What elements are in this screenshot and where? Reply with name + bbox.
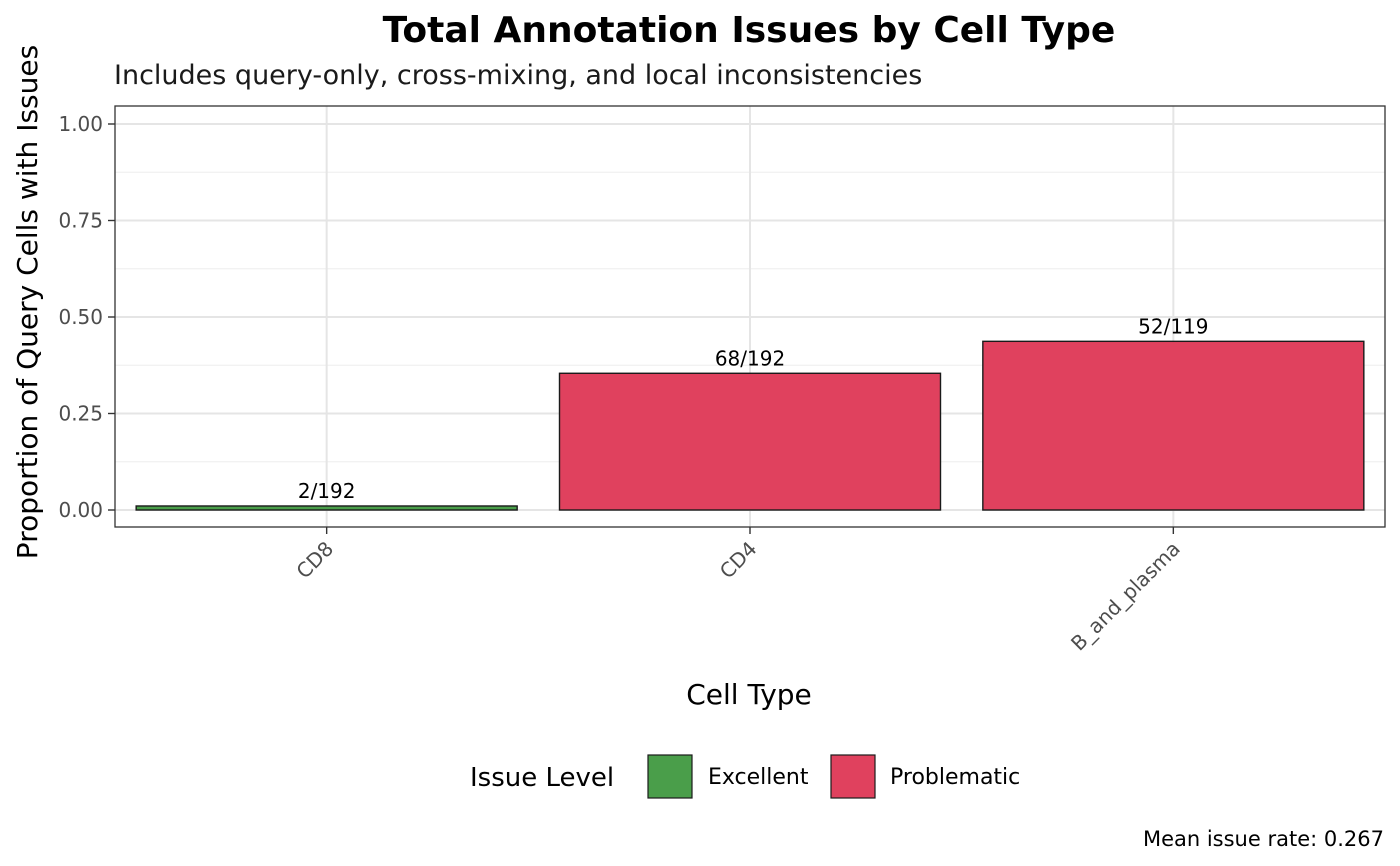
legend-swatch-problematic bbox=[830, 754, 876, 799]
x-axis-title: Cell Type bbox=[686, 678, 812, 711]
x-tick-label: CD8 bbox=[291, 537, 338, 584]
chart-subtitle: Includes query-only, cross-mixing, and l… bbox=[114, 60, 922, 91]
bar-cd4 bbox=[558, 372, 942, 511]
caption: Mean issue rate: 0.267 bbox=[1143, 827, 1384, 851]
y-tick-label: 0.25 bbox=[58, 402, 103, 426]
y-axis-title: Proportion of Query Cells with Issues bbox=[11, 45, 44, 559]
bar-cd8 bbox=[135, 505, 518, 511]
legend-title: Issue Level bbox=[470, 763, 614, 793]
plot-area: 2/192 CD8 68/192 CD4 52/119 B_and_plasma 0.00 0… bbox=[58, 105, 1386, 656]
legend-swatch-excellent bbox=[647, 754, 693, 799]
bar-label: 68/192 bbox=[715, 346, 785, 370]
bar-b-and-plasma bbox=[982, 340, 1365, 511]
legend-label-excellent: Excellent bbox=[708, 765, 809, 790]
plot-border bbox=[114, 105, 1386, 528]
legend-label-problematic: Problematic bbox=[890, 765, 1020, 790]
bar-label: 2/192 bbox=[298, 479, 356, 503]
y-tick-label: 0.50 bbox=[58, 305, 103, 329]
x-tick-label: B_and_plasma bbox=[1066, 537, 1185, 656]
legend: Issue Level Excellent Problematic bbox=[470, 754, 1020, 799]
x-tick-label: CD4 bbox=[715, 537, 762, 584]
chart-title: Total Annotation Issues by Cell Type bbox=[383, 10, 1116, 51]
y-tick-label: 1.00 bbox=[58, 112, 103, 136]
y-tick-label: 0.75 bbox=[58, 209, 103, 233]
y-tick-label: 0.00 bbox=[58, 498, 103, 522]
bar-label: 52/119 bbox=[1138, 314, 1208, 338]
